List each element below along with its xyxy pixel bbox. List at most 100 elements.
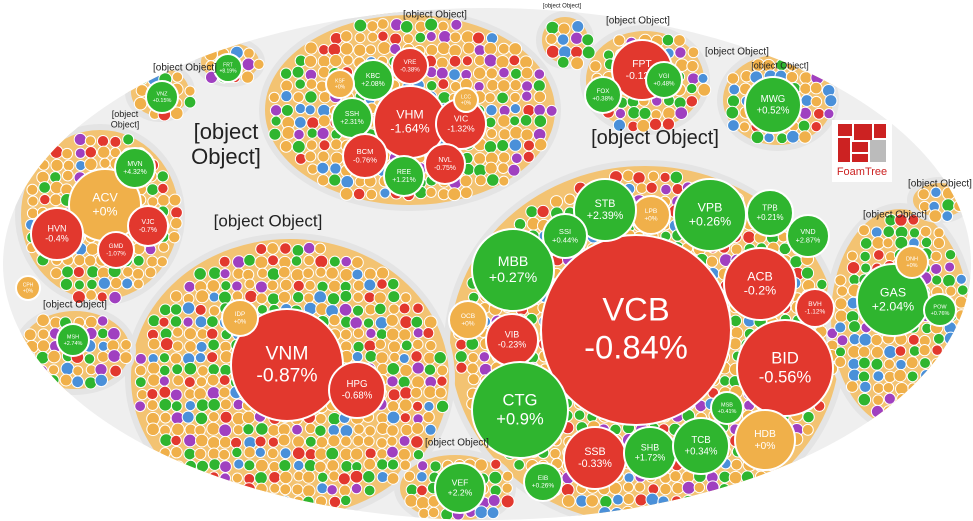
filler-cell [340, 460, 353, 473]
filler-cell [427, 506, 440, 519]
stock-ticker: ACV [92, 190, 118, 204]
filler-cell [170, 206, 183, 219]
group-label: [object Object] [191, 119, 261, 169]
filler-cell [497, 151, 511, 164]
filler-cell [85, 242, 100, 256]
filler-cell [350, 482, 363, 495]
stock-cell [97, 231, 135, 269]
filler-cell [386, 424, 399, 437]
filler-cell [134, 376, 147, 389]
stock-cell [127, 205, 169, 247]
filler-cell [269, 482, 281, 494]
filler-cell [183, 376, 196, 389]
filler-cell [674, 46, 687, 59]
stock-cell [453, 87, 479, 113]
filler-cell [870, 345, 884, 359]
filler-cell [894, 345, 907, 357]
filler-cell [24, 364, 37, 377]
filler-cell [169, 352, 183, 365]
filler-cell [763, 132, 775, 144]
filler-cell [809, 81, 823, 95]
filler-cell [327, 423, 341, 437]
filler-cell [27, 195, 39, 207]
stock-ticker: TPB [762, 204, 777, 213]
filler-cell [438, 29, 452, 44]
filler-cell [96, 315, 109, 327]
filler-cell [107, 326, 121, 341]
filler-cell [302, 495, 315, 508]
filler-cell [870, 333, 883, 347]
filler-cell [399, 459, 411, 471]
filler-cell [351, 304, 365, 317]
filler-cell [448, 68, 461, 81]
filler-cell [23, 328, 37, 342]
filler-cell [208, 305, 221, 317]
group-label: [object Object] [863, 210, 927, 221]
stock-change: +0.9% [496, 409, 544, 428]
filler-cell [508, 54, 521, 67]
filler-cell [437, 20, 449, 32]
filler-cell [726, 94, 741, 108]
filler-cell [799, 71, 813, 85]
filler-cell [109, 135, 122, 148]
stock-ticker: SSH [345, 111, 359, 118]
filler-cell [315, 436, 329, 449]
stock-ticker: VIC [454, 114, 468, 124]
filler-cell [47, 364, 60, 376]
filler-cell [387, 340, 402, 354]
filler-cell [434, 386, 447, 399]
filler-cell [36, 364, 48, 377]
filler-cell [919, 225, 932, 238]
filler-cell [754, 470, 768, 483]
filler-cell [220, 280, 232, 292]
filler-cell [423, 315, 438, 330]
filler-cell [146, 422, 160, 437]
filler-cell [302, 470, 316, 484]
filler-cell [834, 356, 847, 368]
filler-cell [339, 494, 352, 507]
filler-cell [207, 398, 221, 412]
stock-ticker: OCB [461, 313, 476, 320]
filler-cell [858, 332, 873, 347]
filler-cell [267, 436, 280, 448]
filler-cell [313, 290, 328, 304]
filler-cell [928, 209, 943, 223]
filler-cell [328, 470, 340, 482]
filler-cell [389, 351, 401, 363]
filler-cell [232, 255, 246, 269]
filler-cell [327, 434, 341, 448]
filler-cell [498, 66, 510, 79]
filler-cell [533, 137, 548, 152]
filler-cell [268, 127, 282, 141]
stock-change: +0.41% [718, 409, 737, 415]
filler-cell [455, 361, 468, 374]
filler-cell [483, 41, 498, 56]
filler-cell [495, 55, 510, 70]
filler-cell [557, 22, 571, 36]
filler-cell [930, 357, 944, 371]
filler-cell [834, 274, 847, 287]
filler-cell [695, 493, 707, 505]
filler-cell [266, 279, 279, 292]
filler-cell [533, 103, 546, 117]
filler-cell [486, 78, 499, 92]
filler-cell [726, 72, 740, 85]
filler-cell [134, 352, 147, 365]
filler-cell [169, 290, 183, 303]
filler-cell [931, 368, 946, 383]
filler-cell [158, 397, 173, 412]
stock-ticker: FPT [632, 59, 652, 70]
filler-cell [169, 388, 183, 402]
logo-piece [874, 124, 886, 138]
stock-ticker: LPB [645, 208, 658, 215]
filler-cell [509, 67, 523, 80]
filler-cell [144, 266, 157, 279]
filler-cell [693, 481, 706, 494]
filler-cell [49, 193, 63, 207]
stock-ticker: VND [800, 227, 815, 236]
filler-cell [385, 327, 400, 342]
filler-cell [437, 78, 450, 91]
stock-change: +0% [335, 84, 346, 90]
filler-cell [885, 417, 897, 429]
stock-cell [448, 300, 488, 340]
